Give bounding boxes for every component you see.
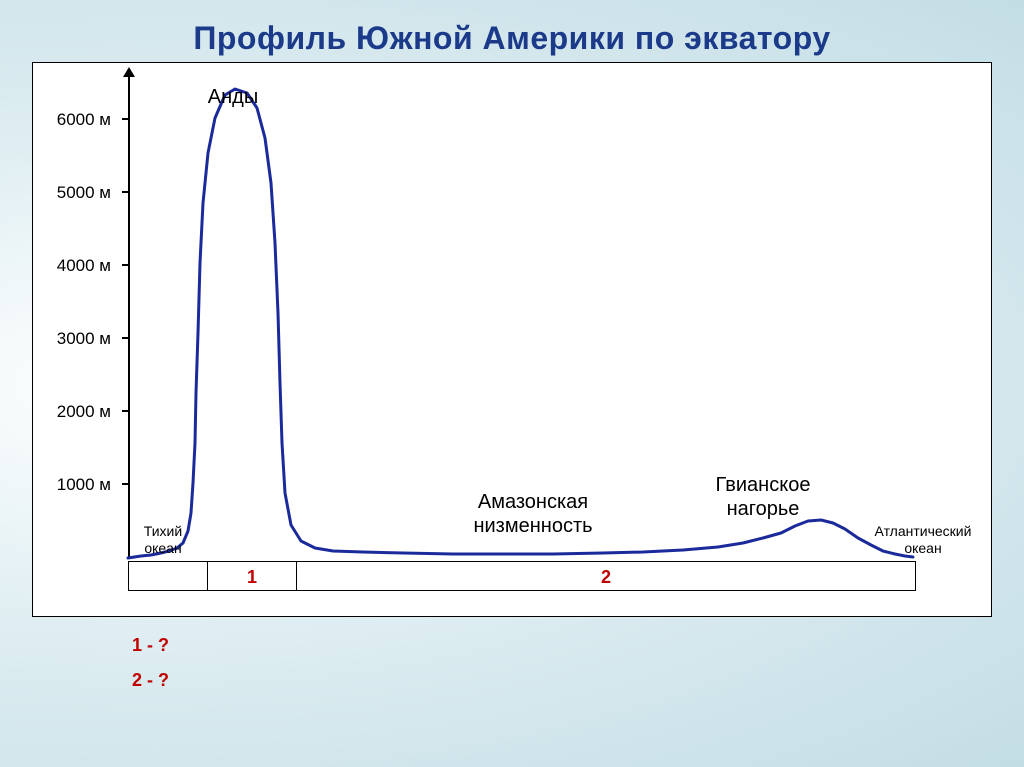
label-atlantic: Атлантический океан <box>863 523 983 557</box>
platform-seg-1: 1 <box>207 561 297 591</box>
label-pacific: Тихий океан <box>128 523 198 557</box>
chart-frame: 6000 м 5000 м 4000 м 3000 м 2000 м 1000 … <box>32 62 992 617</box>
label-andes: Анды <box>188 85 278 109</box>
question-1: 1 - ? <box>132 635 169 656</box>
question-2: 2 - ? <box>132 670 169 691</box>
platform-seg-0 <box>128 561 208 591</box>
platform-seg-2: 2 <box>296 561 916 591</box>
label-guiana: Гвианское нагорье <box>678 473 848 521</box>
page-title: Профиль Южной Америки по экватору <box>0 0 1024 57</box>
label-amazon: Амазонская низменность <box>433 490 633 538</box>
